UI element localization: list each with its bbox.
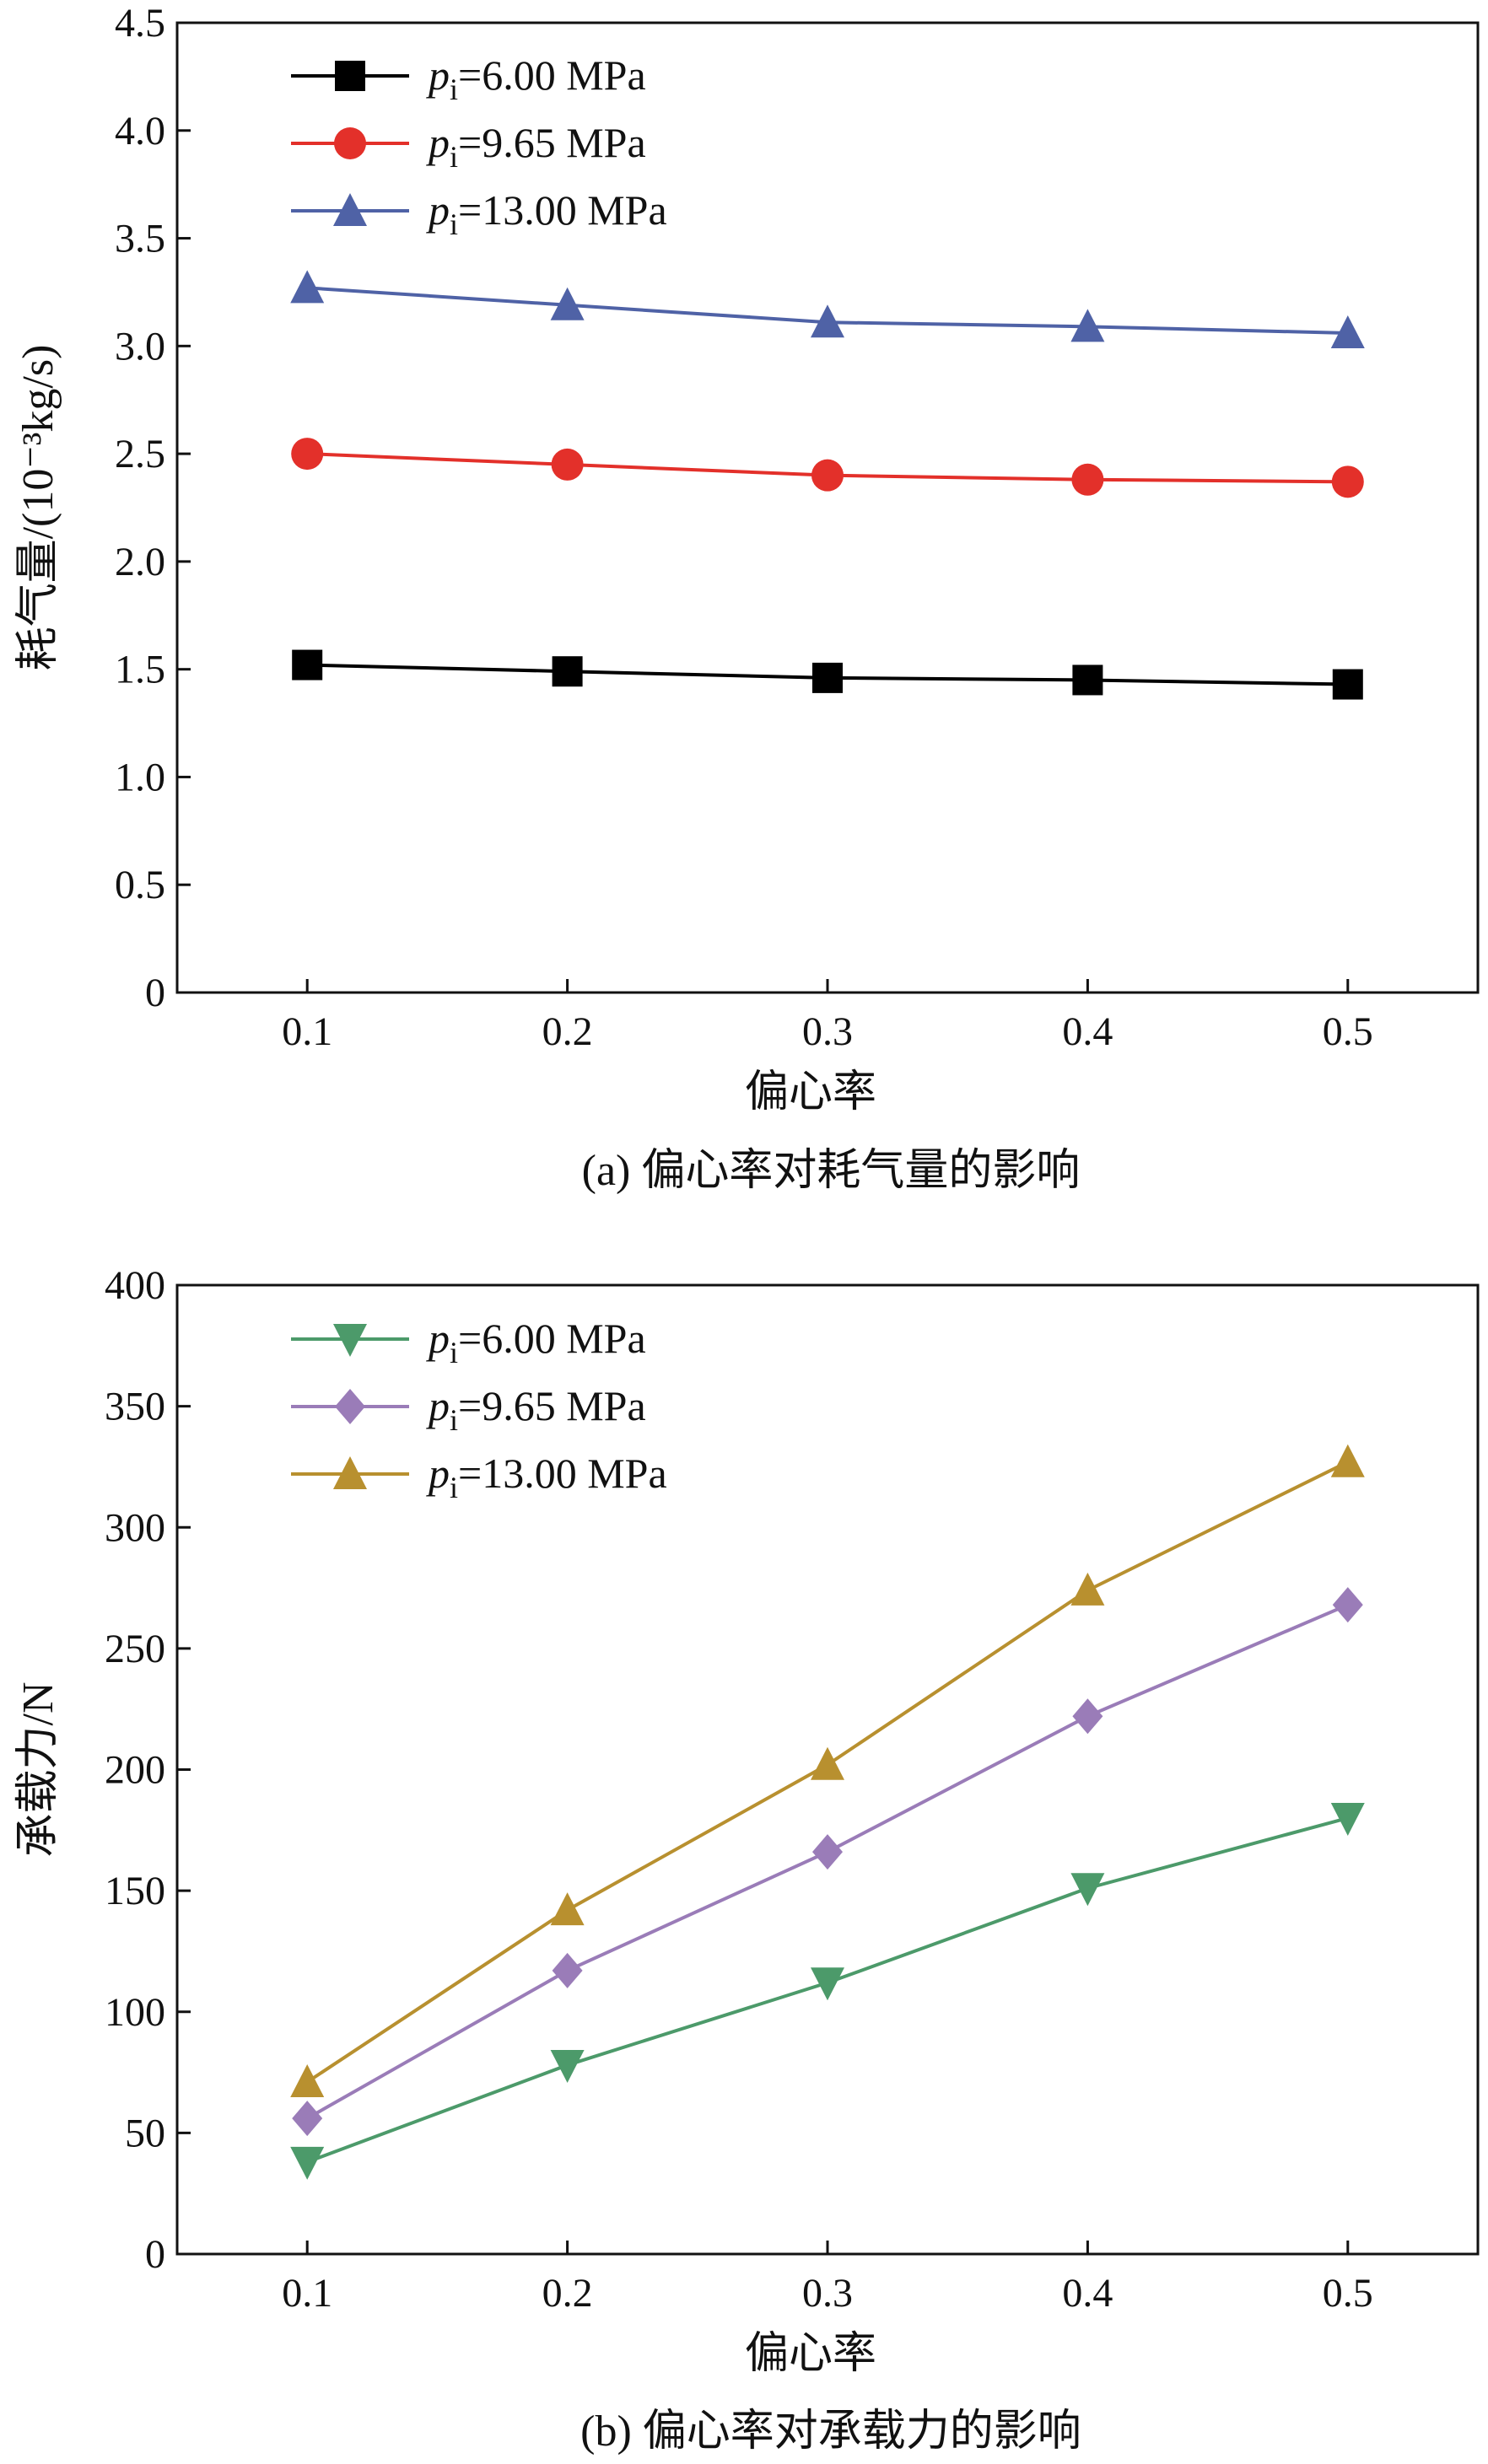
y-tick-label: 1.5 — [115, 648, 165, 692]
chart-a: 0 0.5 1.0 1.5 2.0 2.5 3.0 3.5 4.0 4.5 0.1 0.2 0.3 0.4… — [14, 1, 1480, 1195]
series-2-point — [291, 438, 324, 471]
series-1-point — [1072, 664, 1103, 696]
x-axis-label: 偏心率 — [745, 2330, 876, 2378]
series-2-point — [551, 448, 584, 481]
y-tick-label: 200 — [105, 1748, 165, 1793]
series-1-point — [812, 662, 843, 693]
x-axis-label: 偏心率 — [745, 1068, 876, 1116]
legend-label-3: pi=13.00 MPa — [426, 186, 667, 241]
legend-label-3: pi=13.00 MPa — [426, 1450, 667, 1504]
y-tick-label: 4.0 — [115, 109, 165, 153]
legend-label-1: pi=6.00 MPa — [426, 1315, 646, 1369]
series-1-point — [1330, 1802, 1365, 1836]
y-tick-label: 4.5 — [115, 1, 165, 46]
series-2-point — [1332, 1587, 1363, 1623]
series-3-point — [1330, 315, 1365, 348]
series-2-point — [1071, 463, 1104, 496]
legend-marker-2 — [334, 127, 366, 159]
plot-frame — [175, 21, 1480, 994]
series-3-point — [1330, 1444, 1365, 1477]
legend-marker-3 — [333, 193, 367, 226]
series-2-point — [1072, 1698, 1103, 1735]
y-tick-label: 0 — [145, 971, 165, 1015]
legend-marker-1 — [333, 1324, 367, 1357]
y-tick-label: 400 — [105, 1263, 165, 1308]
x-tick-label: 0.5 — [1323, 1009, 1373, 1054]
y-tick-label: 50 — [125, 2111, 165, 2155]
x-tick-label: 0.4 — [1062, 2271, 1113, 2316]
series-3-point — [1070, 309, 1105, 342]
figure-caption: (b) 偏心率对承载力的影响 — [580, 2408, 1081, 2456]
x-tick-label: 0.2 — [542, 2271, 593, 2316]
legend-marker-1 — [335, 61, 365, 91]
x-tick-label: 0.3 — [802, 1009, 853, 1054]
legend-marker-2 — [335, 1389, 365, 1424]
series-2-point — [552, 1952, 583, 1988]
y-tick-label: 150 — [105, 1869, 165, 1913]
x-tick-label: 0.4 — [1062, 1009, 1113, 1054]
series-3-point — [550, 1892, 585, 1926]
series-3-point — [550, 287, 585, 320]
series-2-point — [812, 1834, 843, 1870]
y-axis-label: 承载力/N — [14, 1681, 62, 1857]
series-2-point — [1331, 465, 1364, 498]
x-tick-label: 0.5 — [1323, 2271, 1373, 2316]
legend-label-2: pi=9.65 MPa — [426, 1382, 646, 1437]
y-tick-label: 350 — [105, 1385, 165, 1429]
series-3-point — [290, 2064, 325, 2098]
series-1-point — [550, 2049, 585, 2083]
series-1-point — [292, 649, 323, 681]
legend-marker-3 — [333, 1456, 367, 1489]
x-tick-label: 0.2 — [542, 1009, 593, 1054]
y-tick-label: 2.5 — [115, 432, 165, 476]
series-1-point — [811, 1967, 844, 2001]
series-1-point — [290, 2146, 325, 2180]
x-tick-label: 0.1 — [282, 2271, 332, 2316]
series-3-point — [811, 304, 844, 338]
series-3-point — [1070, 1572, 1105, 1606]
chart-b: 0 50 100 150 200 250 300 350 400 0.1 0.2 0.3 0.4 0.5 偏… — [14, 1263, 1480, 2456]
y-tick-label: 3.5 — [115, 217, 165, 261]
legend-label-2: pi=9.65 MPa — [426, 119, 646, 174]
series-2-point — [811, 459, 844, 492]
series-2-point — [292, 2101, 323, 2137]
legend-label-1: pi=6.00 MPa — [426, 51, 646, 106]
y-tick-label: 0 — [145, 2232, 165, 2277]
series-1-point — [1070, 1873, 1105, 1907]
x-tick-label: 0.1 — [282, 1009, 332, 1054]
series-3-point — [811, 1746, 844, 1780]
y-tick-label: 0.5 — [115, 863, 165, 907]
y-tick-label: 1.0 — [115, 755, 165, 799]
y-tick-label: 250 — [105, 1627, 165, 1671]
series-1-point — [552, 656, 583, 687]
series-1-point — [1332, 669, 1363, 700]
y-axis-label: 耗气量/(10⁻³kg/s) — [14, 345, 62, 671]
figure-caption: (a) 偏心率对耗气量的影响 — [582, 1147, 1081, 1195]
y-tick-label: 2.0 — [115, 540, 165, 584]
y-tick-label: 3.0 — [115, 324, 165, 369]
y-tick-label: 100 — [105, 1990, 165, 2035]
series-3-point — [290, 270, 325, 304]
x-tick-label: 0.3 — [802, 2271, 853, 2316]
y-tick-label: 300 — [105, 1505, 165, 1550]
